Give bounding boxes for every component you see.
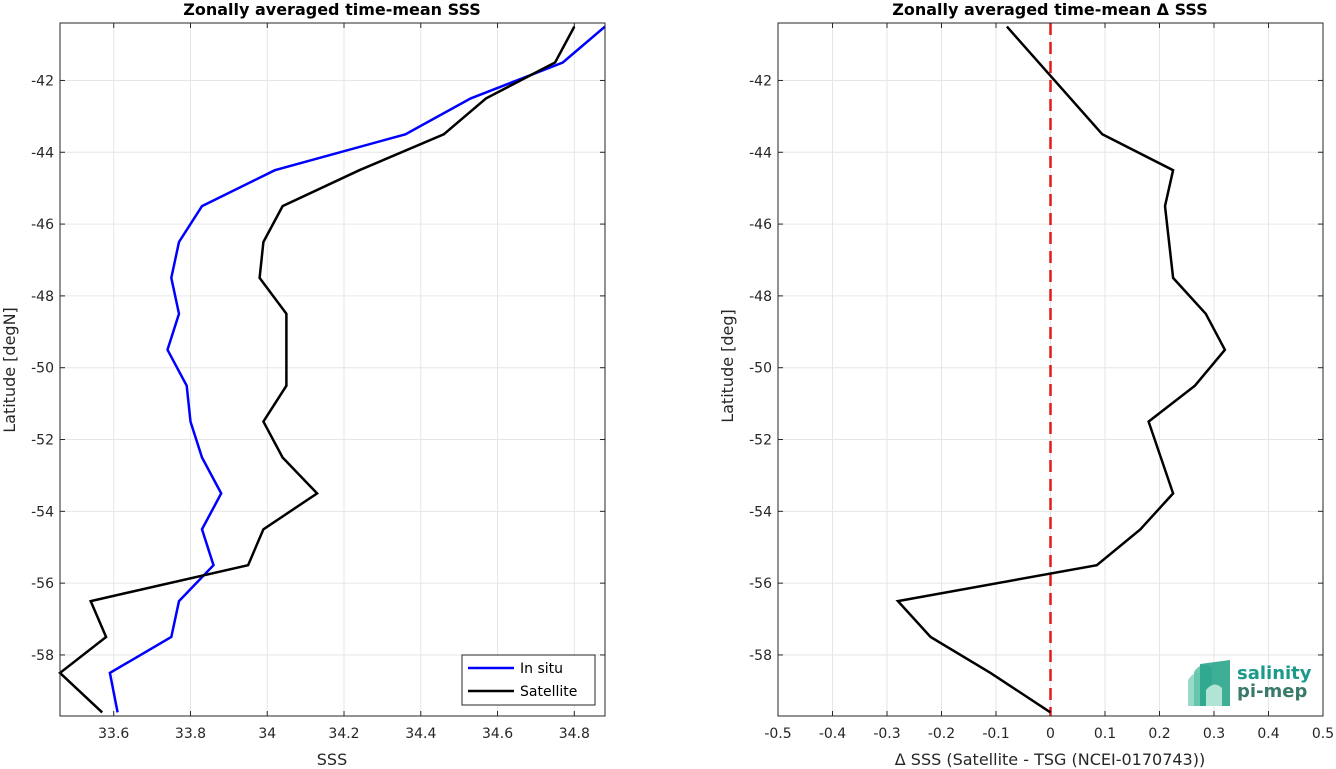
sss-x-tick-label: 34.6 [482, 726, 513, 742]
delta-sss-x-tick-label: 0.3 [1203, 726, 1225, 742]
sss-x-ticks: 33.6 33.8 34 34.2 34.4 34.6 34.8 [98, 23, 590, 742]
delta-sss-y-tick-label: -50 [749, 361, 772, 377]
delta-sss-x-ticks: -0.5 -0.4 -0.3 -0.2 -0.1 0 0.1 0.2 0.3 0.4 0.5 [764, 23, 1334, 742]
delta-sss-x-tick-label: -0.5 [764, 726, 791, 742]
delta-sss-x-tick-label: 0.4 [1257, 726, 1279, 742]
sss-chart-title: Zonally averaged time-mean SSS [183, 0, 481, 19]
delta-sss-x-tick-label: -0.4 [819, 726, 846, 742]
delta-sss-series-line-delta [895, 25, 1227, 714]
logo-text-salinity: salinity [1237, 663, 1312, 684]
sss-series-lines [58, 25, 606, 714]
sss-x-tick-label: 34.8 [559, 726, 590, 742]
sss-x-tick-label: 33.6 [98, 726, 129, 742]
sss-x-tick-label: 33.8 [175, 726, 206, 742]
legend-box [461, 654, 596, 706]
sss-y-tick-label: -48 [31, 289, 54, 305]
delta-sss-panel: Zonally averaged time-mean Δ SSS Δ SSS (… [718, 0, 1334, 769]
delta-sss-y-tick-label: -46 [749, 217, 772, 233]
delta-sss-y-tick-label: -42 [749, 73, 772, 89]
delta-sss-y-tick-label: -56 [749, 576, 772, 592]
sss-panel: Zonally averaged time-mean SSS SSS Latit… [0, 0, 606, 769]
sss-y-tick-label: -42 [31, 73, 54, 89]
salinity-pi-mep-logo: salinity pi-mep [1188, 660, 1312, 706]
delta-sss-x-tick-label: 0.1 [1094, 726, 1116, 742]
delta-sss-x-tick-label: -0.3 [873, 726, 900, 742]
sss-y-axis-label: Latitude [degN] [0, 307, 19, 433]
sss-x-tick-label: 34.4 [405, 726, 436, 742]
delta-sss-y-ticks: -58 -56 -54 -52 -50 -48 -46 -44 -42 [749, 73, 1323, 664]
delta-sss-x-tick-label: -0.1 [982, 726, 1009, 742]
legend-label-satellite: Satellite [520, 684, 577, 700]
delta-sss-y-tick-label: -52 [749, 433, 772, 449]
sss-y-tick-label: -44 [31, 145, 54, 161]
delta-sss-y-tick-label: -48 [749, 289, 772, 305]
sss-y-tick-label: -50 [31, 361, 54, 377]
sss-y-tick-label: -54 [31, 504, 54, 520]
sss-x-axis-label: SSS [317, 750, 347, 769]
delta-sss-x-tick-label: 0.2 [1148, 726, 1170, 742]
delta-sss-x-tick-label: 0.5 [1312, 726, 1334, 742]
logo-text-pi-mep: pi-mep [1237, 681, 1307, 702]
legend-label-in-situ: In situ [520, 661, 563, 677]
legend: In situ Satellite [461, 654, 596, 706]
sss-series-line-in-situ [108, 25, 606, 713]
delta-sss-series-lines [895, 25, 1227, 714]
delta-sss-x-tick-label: 0 [1046, 726, 1055, 742]
sss-y-tick-label: -58 [31, 648, 54, 664]
sss-x-tick-label: 34 [258, 726, 276, 742]
sss-x-tick-label: 34.2 [328, 726, 359, 742]
logo-waves-icon [1188, 660, 1230, 706]
delta-sss-y-axis-label: Latitude [deg] [718, 309, 737, 423]
sss-y-tick-label: -46 [31, 217, 54, 233]
sss-y-tick-label: -56 [31, 576, 54, 592]
sss-plot-frame [59, 22, 606, 717]
sss-series-line-satellite [58, 26, 576, 714]
delta-sss-x-tick-label: -0.2 [928, 726, 955, 742]
delta-sss-y-tick-label: -54 [749, 504, 772, 520]
sss-y-ticks: -58 -56 -54 -52 -50 -48 -46 -44 -42 [31, 73, 605, 664]
delta-sss-y-tick-label: -58 [749, 648, 772, 664]
delta-sss-y-tick-label: -44 [749, 145, 772, 161]
delta-sss-plot-frame [777, 22, 1324, 717]
sss-y-tick-label: -52 [31, 433, 54, 449]
sss-grid [60, 23, 605, 716]
delta-sss-x-axis-label: Δ SSS (Satellite - TSG (NCEI-0170743)) [895, 750, 1205, 769]
delta-sss-chart-title: Zonally averaged time-mean Δ SSS [892, 0, 1208, 19]
